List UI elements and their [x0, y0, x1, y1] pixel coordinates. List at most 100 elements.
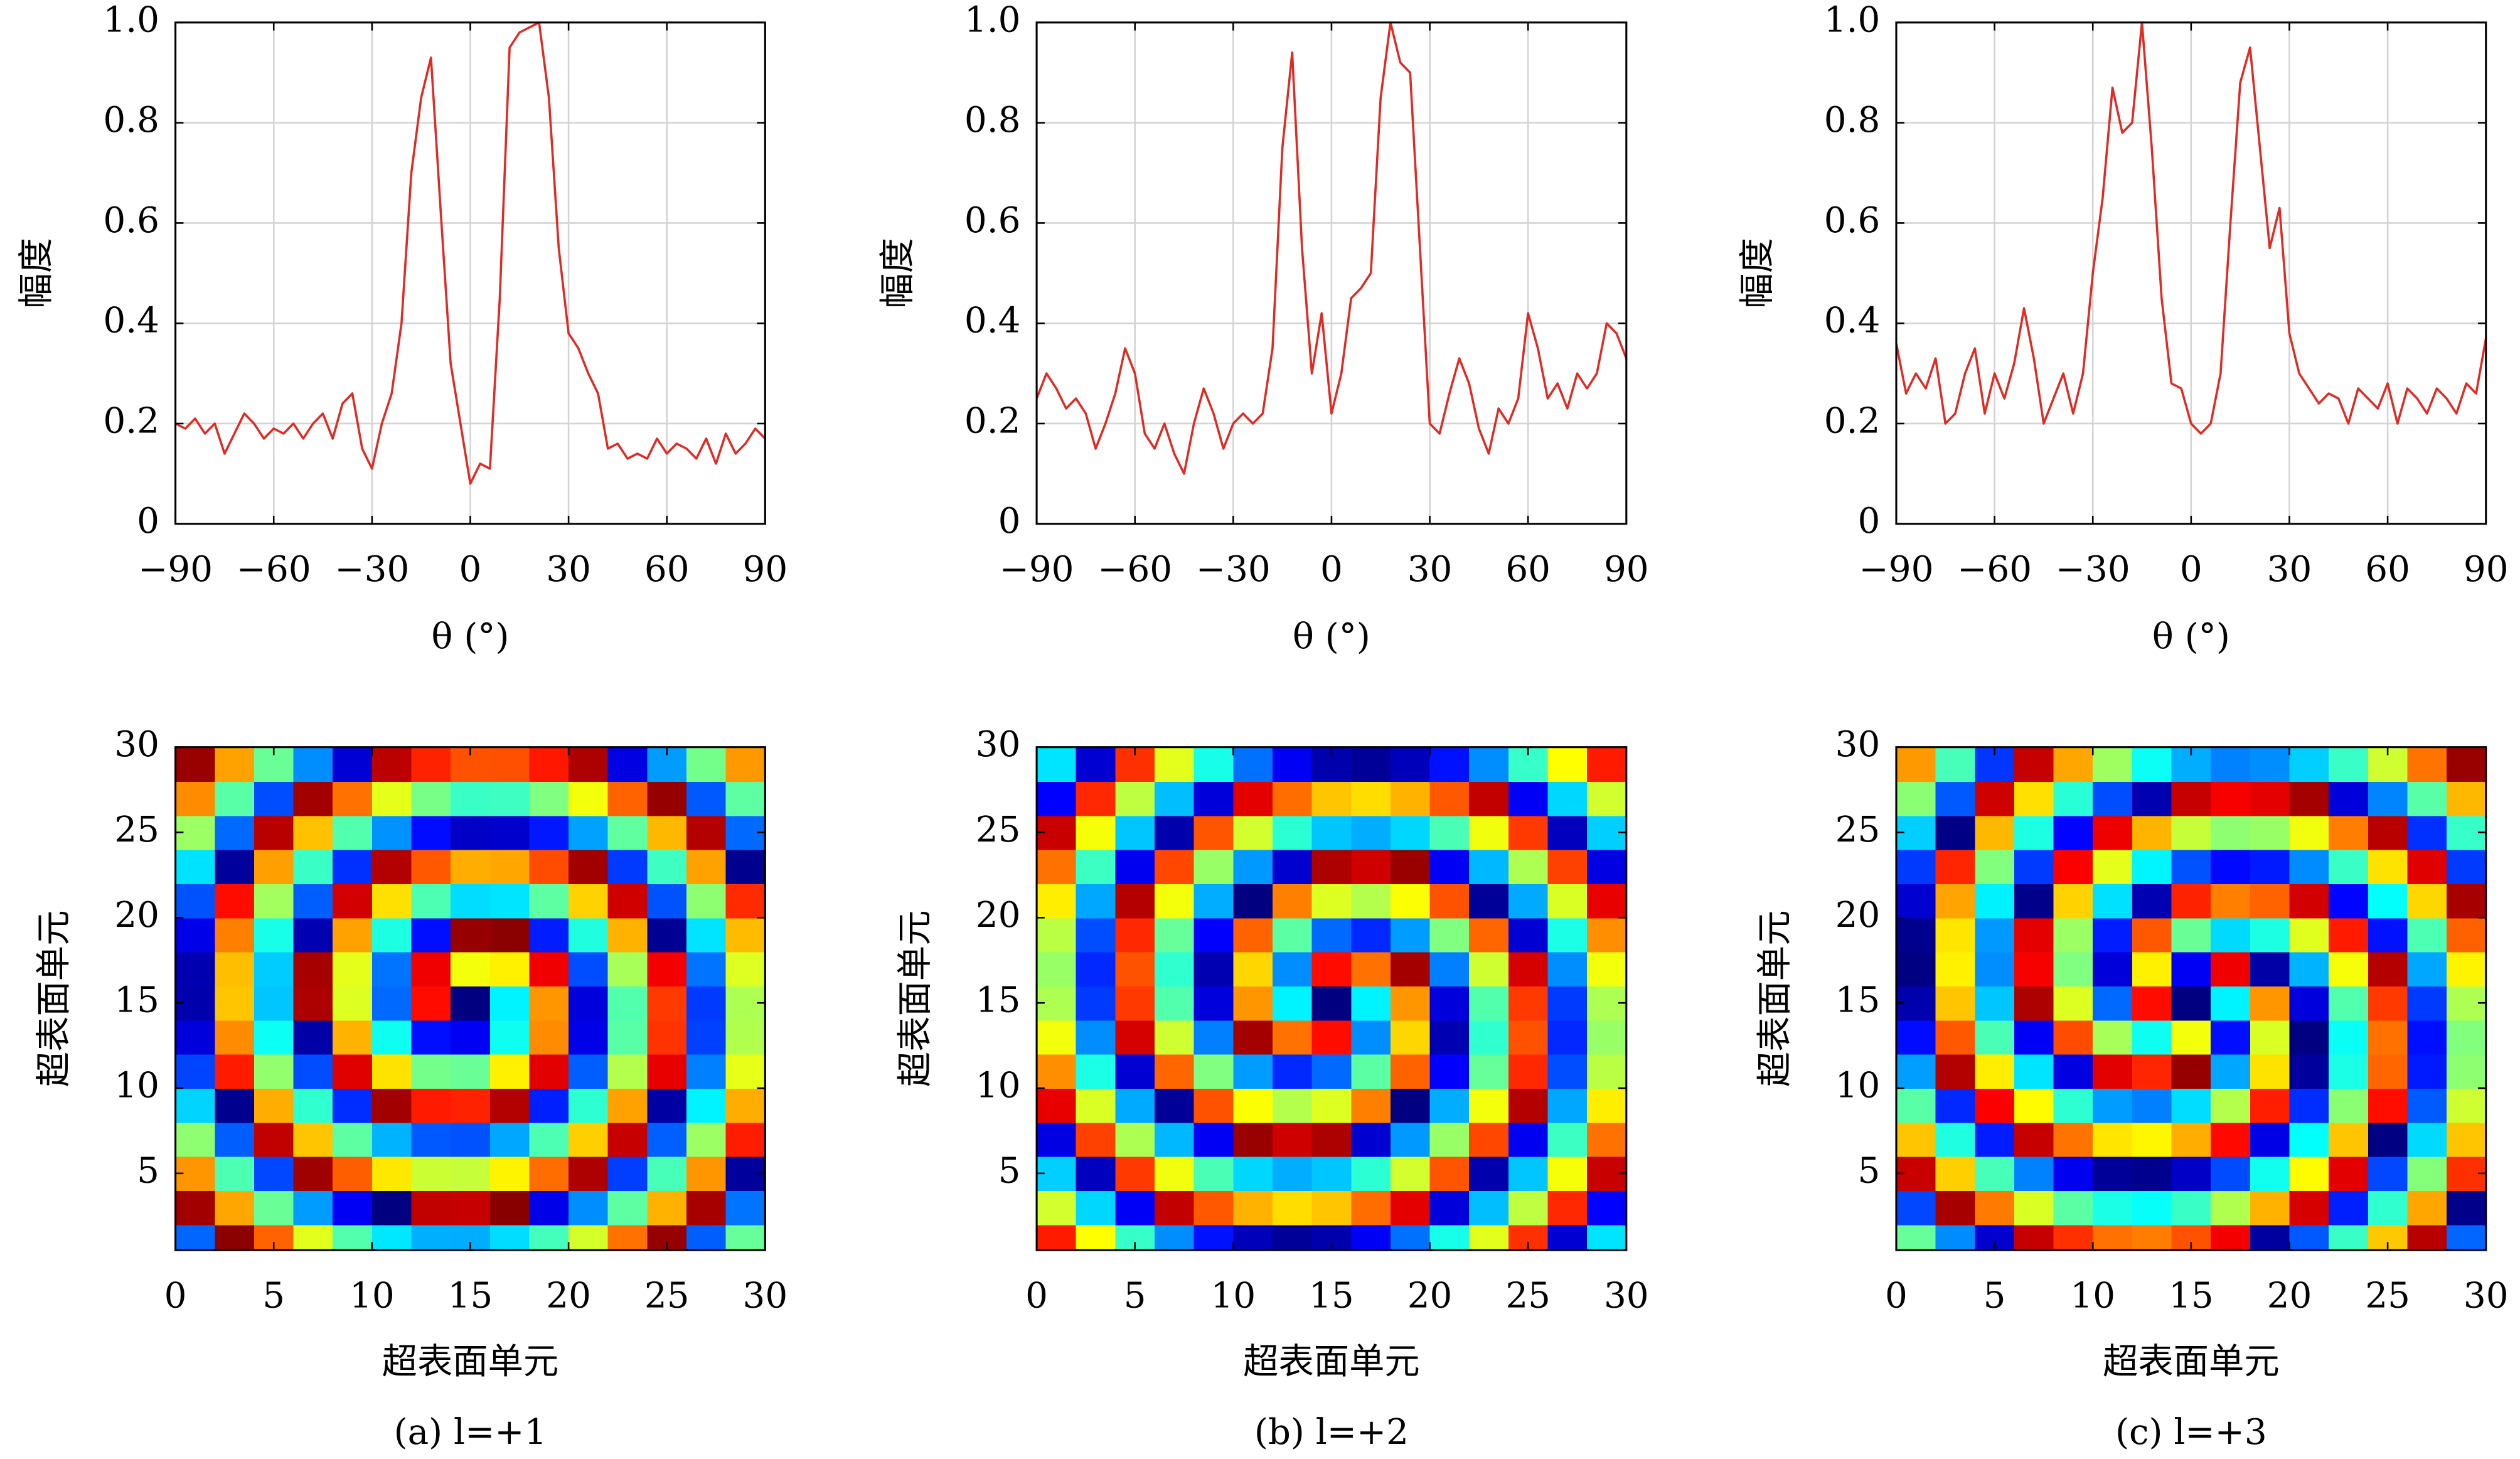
phase-cell	[1115, 986, 1156, 1021]
phase-cell	[489, 1224, 530, 1251]
phase-cell	[1155, 849, 1195, 885]
phase-cell	[529, 1224, 570, 1251]
x-tick-label: 0	[459, 549, 482, 590]
phase-cell	[333, 951, 373, 987]
phase-cell	[1115, 1190, 1156, 1226]
phase-cell	[647, 917, 688, 953]
phase-cell	[1076, 986, 1116, 1021]
phase-cell	[489, 951, 530, 987]
phase-cell	[371, 986, 412, 1021]
y-tick-label: 10	[114, 1066, 159, 1106]
phase-cell	[2093, 815, 2133, 850]
phase-cell	[2289, 747, 2330, 783]
phase-cell	[2447, 884, 2486, 919]
phase-cell	[2014, 1054, 2054, 1089]
phase-cell	[2211, 951, 2251, 987]
phase-cell	[254, 917, 294, 953]
phase-cell	[529, 1088, 570, 1123]
x-tick-label: 0	[1885, 1275, 1908, 1316]
phase-cell	[1037, 1088, 1077, 1123]
y-tick-label: 0.4	[1824, 301, 1881, 341]
phase-cell	[1037, 1122, 1077, 1157]
phase-cell	[607, 1190, 648, 1226]
phase-cell	[2289, 781, 2330, 816]
phase-cell	[1233, 986, 1273, 1021]
phase-cell	[254, 815, 294, 850]
phase-cell	[371, 917, 412, 953]
phase-cell	[2132, 1156, 2172, 1192]
y-tick-label: 10	[1835, 1066, 1881, 1106]
x-tick-label: 25	[644, 1275, 690, 1316]
phase-cell	[1896, 1088, 1936, 1123]
phase-cell	[451, 849, 491, 885]
phase-cell	[1115, 1054, 1156, 1089]
phase-cell	[686, 1020, 727, 1055]
phase-cell	[1390, 1020, 1431, 1055]
phase-cell	[686, 781, 727, 816]
phase-cell	[2132, 917, 2172, 953]
phase-cell	[2211, 1190, 2251, 1226]
phase-cell	[1429, 1020, 1470, 1055]
phase-cell	[1935, 1020, 1976, 1055]
phase-cell	[1076, 849, 1116, 885]
phase-cell	[2368, 1224, 2408, 1251]
phase-cell	[2407, 1054, 2448, 1089]
y-tick-label: 0	[137, 501, 159, 542]
phase-cell	[607, 1156, 648, 1192]
y-tick-label: 0	[998, 501, 1021, 542]
phase-cell	[1508, 1122, 1549, 1157]
x-tick-label: −90	[1000, 549, 1074, 590]
phase-cell	[2447, 1122, 2486, 1157]
phase-cell	[686, 1054, 727, 1089]
phase-cell	[1155, 1156, 1195, 1192]
phase-cell	[1508, 849, 1549, 885]
phase-cell	[1429, 917, 1470, 953]
phase-cell	[371, 1020, 412, 1055]
x-axis-label: θ (°)	[2152, 617, 2230, 658]
phase-cell	[293, 1190, 334, 1226]
phase-cell	[1076, 1122, 1116, 1157]
phase-cell	[1155, 815, 1195, 850]
phase-cell	[2211, 986, 2251, 1021]
phase-cell	[1429, 951, 1470, 987]
plot-frame	[1035, 746, 1628, 1251]
phase-cell	[175, 781, 216, 816]
phase-cell	[2211, 917, 2251, 953]
phase-cell	[1155, 1054, 1195, 1089]
phase-cell	[1469, 747, 1509, 783]
phase-cell	[1233, 1088, 1273, 1123]
phase-cell	[1351, 1122, 1391, 1157]
phase-cell	[2407, 986, 2448, 1021]
phase-cell	[1935, 815, 1976, 850]
phase-cell	[1390, 815, 1431, 850]
phase-cell	[333, 1122, 373, 1157]
phase-cell	[215, 815, 255, 850]
phase-cell	[607, 951, 648, 987]
phase-cell	[293, 1020, 334, 1055]
phase-cell	[1155, 747, 1195, 783]
phase-cell	[1508, 1190, 1549, 1226]
phase-cell	[2329, 917, 2369, 953]
phase-cell	[1547, 1224, 1588, 1251]
phase-cell	[2171, 1088, 2212, 1123]
phase-cell	[2053, 951, 2094, 987]
phase-cell	[2368, 1020, 2408, 1055]
phase-cell	[607, 1224, 648, 1251]
phase-cell	[1155, 1224, 1195, 1251]
x-tick-label: −30	[334, 549, 409, 590]
phase-cell	[1390, 1156, 1431, 1192]
phase-cell	[2368, 1054, 2408, 1089]
phase-cell	[1587, 781, 1626, 816]
phase-cell	[1193, 1122, 1234, 1157]
phase-cell	[1935, 781, 1976, 816]
phase-cell	[1272, 1054, 1313, 1089]
subfigure-caption: (b) l=+2	[1254, 1412, 1409, 1453]
x-tick-label: 10	[350, 1275, 395, 1316]
phase-cell	[2250, 1088, 2290, 1123]
phase-cell	[215, 1224, 255, 1251]
phase-cell	[2368, 849, 2408, 885]
phase-cell	[2014, 884, 2054, 919]
phase-cell	[1233, 747, 1273, 783]
phase-cell	[725, 849, 766, 885]
phase-cell	[293, 747, 334, 783]
